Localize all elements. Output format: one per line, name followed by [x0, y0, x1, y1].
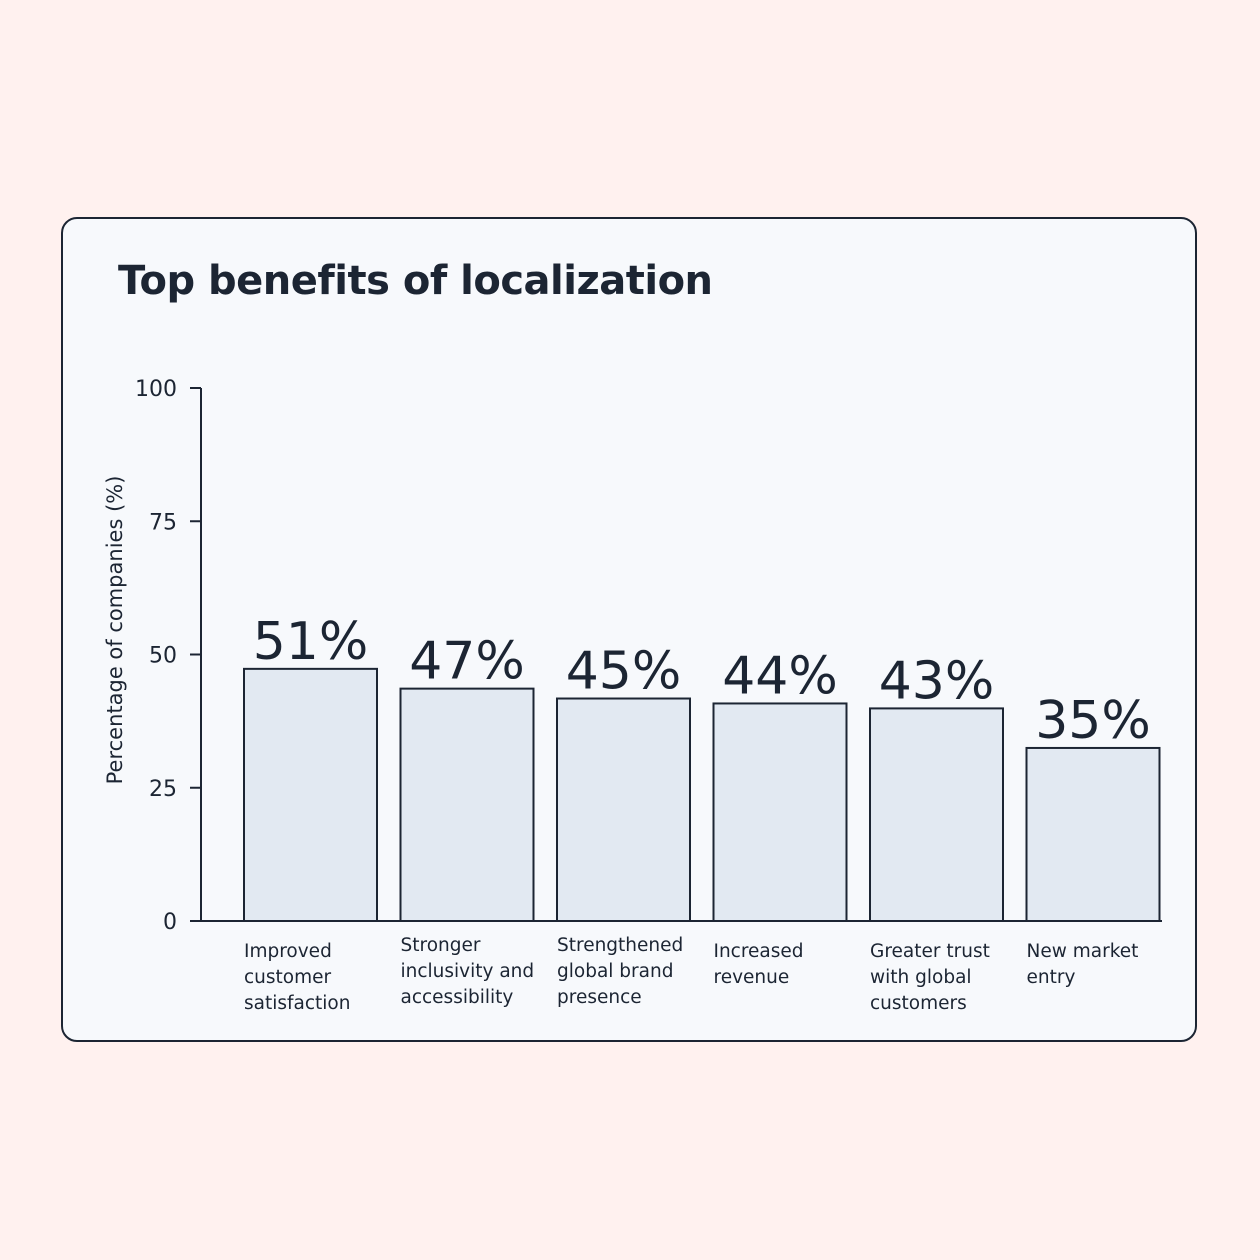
data-label: 51%: [253, 612, 369, 672]
data-label: 45%: [566, 642, 682, 702]
bar: [869, 707, 1004, 923]
bar: [399, 687, 535, 923]
y-tick-label: 50: [149, 644, 177, 669]
data-label: 44%: [722, 646, 838, 706]
bar: [1025, 746, 1161, 923]
bars: 51% 47% 45% 44% 43% 35%: [243, 612, 1161, 923]
category-label: Improved customer satisfaction: [244, 941, 350, 1014]
data-label: 43%: [879, 651, 995, 711]
category-label: New market entry: [1027, 941, 1139, 988]
bar: [243, 667, 378, 922]
bar: [556, 697, 691, 922]
category-label: Strengthened global brand presence: [557, 935, 683, 1008]
chart-title: Top benefits of localization: [118, 258, 713, 304]
y-tick-label: 75: [149, 510, 177, 535]
data-label: 47%: [409, 632, 525, 692]
category-label: Greater trust with global customers: [870, 941, 990, 1014]
x-axis-labels: Improved customer satisfaction Stronger incl…: [244, 935, 1138, 1014]
y-tick-label: 25: [149, 777, 177, 802]
y-axis: 0 25 50 75 100: [135, 377, 202, 935]
y-tick-label: 0: [163, 910, 177, 935]
category-label: Increased revenue: [714, 941, 804, 988]
y-axis-title: Percentage of companies (%): [103, 476, 127, 785]
data-label: 35%: [1035, 691, 1151, 751]
bar: [712, 702, 848, 922]
category-label: Stronger inclusivity and accessibility: [401, 935, 535, 1008]
y-tick-label: 100: [135, 377, 177, 402]
